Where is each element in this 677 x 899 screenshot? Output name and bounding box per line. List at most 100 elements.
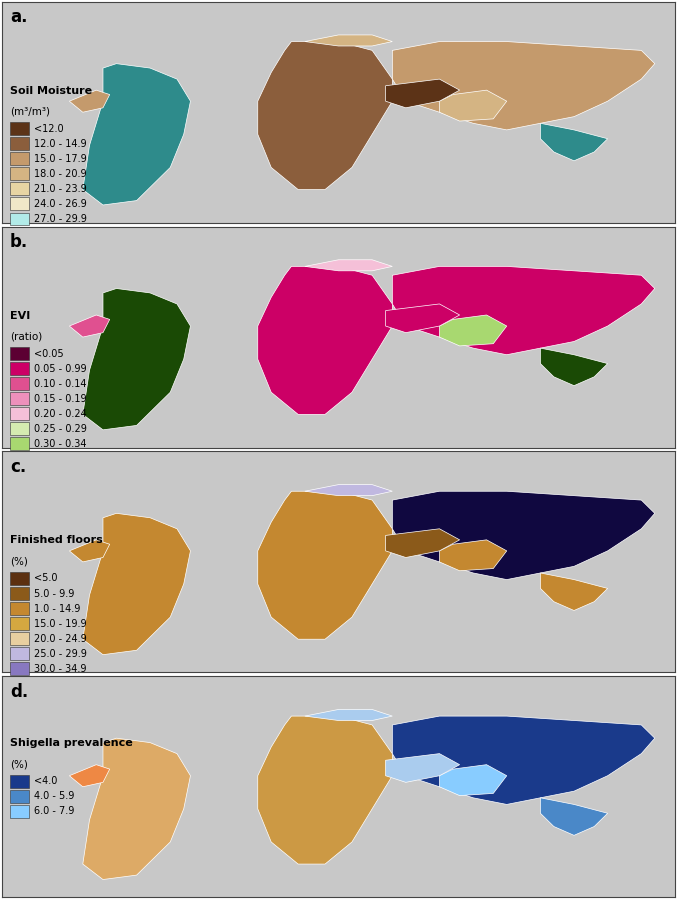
Polygon shape: [393, 266, 655, 355]
Polygon shape: [439, 315, 507, 346]
Text: 0.40 - 0.44: 0.40 - 0.44: [34, 468, 86, 479]
Bar: [10, 407, 29, 420]
Bar: [10, 362, 29, 375]
Bar: [10, 182, 29, 195]
Text: <4.0: <4.0: [34, 776, 57, 787]
Text: 15.0 - 17.9: 15.0 - 17.9: [34, 154, 87, 164]
Polygon shape: [305, 35, 393, 46]
Text: <5.0: <5.0: [34, 574, 57, 583]
Text: 0.05 - 0.99: 0.05 - 0.99: [34, 364, 86, 374]
Text: a.: a.: [10, 8, 28, 26]
Text: (m³/m³): (m³/m³): [10, 107, 50, 117]
Polygon shape: [69, 90, 110, 112]
Polygon shape: [69, 765, 110, 787]
Text: 18.0 - 20.9: 18.0 - 20.9: [34, 169, 86, 179]
Polygon shape: [83, 289, 190, 430]
Bar: [10, 602, 29, 615]
Polygon shape: [83, 513, 190, 654]
Polygon shape: [386, 304, 460, 333]
Bar: [10, 122, 29, 135]
Bar: [10, 632, 29, 645]
Text: 40.0 - 44.9: 40.0 - 44.9: [34, 694, 86, 704]
Bar: [10, 347, 29, 360]
Polygon shape: [540, 797, 608, 835]
Text: d.: d.: [10, 683, 28, 701]
Polygon shape: [305, 485, 393, 495]
Text: Finished floors: Finished floors: [10, 536, 103, 546]
Bar: [10, 483, 29, 495]
Polygon shape: [305, 709, 393, 720]
Text: 0.10 - 0.14: 0.10 - 0.14: [34, 378, 86, 388]
Bar: [10, 663, 29, 675]
Text: 12.0 - 14.9: 12.0 - 14.9: [34, 138, 86, 149]
Polygon shape: [540, 348, 608, 386]
Text: <12.0: <12.0: [34, 124, 63, 134]
Polygon shape: [386, 79, 460, 108]
Polygon shape: [439, 765, 507, 796]
Text: ≥36.0: ≥36.0: [34, 259, 63, 269]
Bar: [10, 805, 29, 818]
Text: 0.15 - 0.19: 0.15 - 0.19: [34, 394, 86, 404]
Polygon shape: [540, 573, 608, 610]
Polygon shape: [439, 539, 507, 571]
Bar: [10, 258, 29, 271]
Text: 6.0 - 7.9: 6.0 - 7.9: [34, 806, 74, 816]
Bar: [10, 243, 29, 255]
Text: 33.0 - 35.9: 33.0 - 35.9: [34, 244, 86, 254]
Bar: [10, 692, 29, 705]
Bar: [10, 437, 29, 450]
Text: 5.0 - 9.9: 5.0 - 9.9: [34, 589, 74, 599]
Text: 30.0 - 34.9: 30.0 - 34.9: [34, 663, 86, 673]
Polygon shape: [83, 738, 190, 879]
Bar: [10, 617, 29, 630]
Text: (%): (%): [10, 759, 28, 770]
Text: 1.0 - 14.9: 1.0 - 14.9: [34, 603, 80, 613]
Polygon shape: [258, 266, 393, 414]
Text: 27.0 - 29.9: 27.0 - 29.9: [34, 214, 87, 224]
Bar: [10, 392, 29, 405]
Bar: [10, 572, 29, 585]
Text: 0.25 - 0.29: 0.25 - 0.29: [34, 423, 87, 433]
Polygon shape: [305, 260, 393, 271]
Polygon shape: [386, 529, 460, 557]
Text: 20.0 - 24.9: 20.0 - 24.9: [34, 634, 87, 644]
Text: ≥0.45: ≥0.45: [34, 484, 63, 494]
Text: EVI: EVI: [10, 310, 30, 321]
Text: Soil Moisture: Soil Moisture: [10, 85, 92, 95]
Text: ≥45.0: ≥45.0: [34, 708, 63, 718]
Polygon shape: [439, 90, 507, 121]
Polygon shape: [386, 753, 460, 782]
Text: b.: b.: [10, 233, 28, 251]
Text: 35.0 - 39.9: 35.0 - 39.9: [34, 679, 86, 689]
Bar: [10, 790, 29, 803]
Text: (ratio): (ratio): [10, 332, 43, 342]
Text: Shigella prevalence: Shigella prevalence: [10, 738, 133, 748]
Polygon shape: [393, 717, 655, 805]
Text: 15.0 - 19.9: 15.0 - 19.9: [34, 619, 86, 628]
Bar: [10, 452, 29, 465]
Text: 24.0 - 26.9: 24.0 - 26.9: [34, 199, 87, 209]
Text: 30.0 - 32.9: 30.0 - 32.9: [34, 229, 86, 239]
Text: c.: c.: [10, 458, 26, 476]
Bar: [10, 167, 29, 181]
Text: 0.30 - 0.34: 0.30 - 0.34: [34, 439, 86, 449]
Bar: [10, 647, 29, 660]
Polygon shape: [258, 41, 393, 190]
Text: (%): (%): [10, 556, 28, 566]
Bar: [10, 677, 29, 690]
Text: 25.0 - 29.9: 25.0 - 29.9: [34, 648, 87, 659]
Polygon shape: [393, 41, 655, 129]
Bar: [10, 378, 29, 390]
Text: <0.05: <0.05: [34, 349, 63, 359]
Polygon shape: [83, 64, 190, 205]
Polygon shape: [540, 123, 608, 161]
Bar: [10, 212, 29, 226]
Polygon shape: [258, 717, 393, 864]
Text: 0.35 - 0.39: 0.35 - 0.39: [34, 454, 86, 464]
Polygon shape: [69, 539, 110, 562]
Polygon shape: [69, 315, 110, 337]
Text: 21.0 - 23.9: 21.0 - 23.9: [34, 184, 87, 194]
Text: 0.20 - 0.24: 0.20 - 0.24: [34, 409, 87, 419]
Polygon shape: [258, 491, 393, 639]
Bar: [10, 775, 29, 788]
